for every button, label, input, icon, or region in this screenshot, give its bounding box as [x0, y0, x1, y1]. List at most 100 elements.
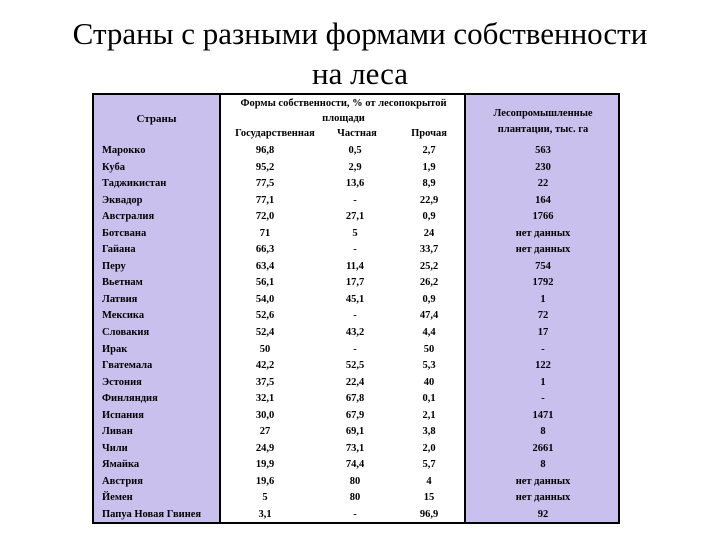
cell-country: Испания	[102, 409, 144, 421]
table-row: Папуа Новая Гвинея 3,1 - 96,9 92	[0, 507, 720, 524]
table-row: Марокко 96,8 0,5 2,7 563	[0, 143, 720, 160]
table-row: Гватемала 42,2 52,5 5,3 122	[0, 358, 720, 375]
table-row: Ботсвана 71 5 24 нет данных	[0, 226, 720, 243]
cell-plantations: 1471	[532, 409, 554, 421]
cell-state: 66,3	[255, 244, 275, 256]
table-row: Чили 24,9 73,1 2,0 2661	[0, 441, 720, 458]
cell-plantations: нет данных	[515, 244, 571, 256]
cell-private: 27,1	[345, 211, 365, 223]
cell-state: 77,1	[255, 194, 275, 206]
cell-plantations: 17	[537, 327, 549, 339]
table-row: Куба 95,2 2,9 1,9 230	[0, 160, 720, 177]
cell-other: 5,7	[422, 459, 436, 471]
cell-private: 0,5	[348, 145, 362, 156]
cell-plantations: -	[541, 393, 545, 405]
cell-country: Австралия	[102, 211, 155, 223]
cell-country: Австрия	[102, 475, 143, 487]
cell-plantations: 72	[537, 310, 549, 322]
cell-other: 3,8	[422, 426, 436, 438]
cell-other: 33,7	[419, 244, 439, 256]
cell-other: 0,9	[422, 293, 436, 305]
cell-private: -	[353, 244, 357, 256]
title-line-1: Страны с разными формами собственности	[72, 16, 648, 51]
table-row: Эквадор 77,1 - 22,9 164	[0, 193, 720, 210]
cell-country: Вьетнам	[102, 277, 143, 289]
cell-country: Гайана	[102, 244, 136, 256]
cell-country: Гватемала	[102, 360, 153, 372]
cell-country: Марокко	[102, 145, 146, 156]
subheader-private: Частная	[337, 128, 377, 139]
cell-private: 80	[349, 492, 361, 504]
cell-other: 24	[423, 227, 435, 239]
cell-private: 74,4	[345, 459, 365, 471]
cell-private: 5	[352, 227, 358, 239]
cell-country: Куба	[102, 161, 125, 173]
cell-plantations: 754	[535, 260, 551, 272]
cell-plantations: 1792	[532, 277, 554, 289]
countries-column-panel	[92, 93, 221, 524]
header-ownership-forms: Формы собственности, % от лесопокрытой п…	[240, 98, 447, 124]
cell-state: 24,9	[255, 442, 275, 454]
table-row: Эстония 37,5 22,4 40 1	[0, 375, 720, 392]
cell-state: 42,2	[255, 360, 275, 372]
cell-country: Эквадор	[102, 194, 143, 206]
cell-state: 30,0	[255, 409, 275, 421]
cell-state: 72,0	[255, 211, 275, 223]
cell-country: Ямайка	[102, 459, 140, 471]
cell-private: 73,1	[345, 442, 365, 454]
cell-private: 22,4	[345, 376, 365, 388]
cell-other: 8,9	[422, 178, 436, 190]
table-row: Ирак 50 - 50 -	[0, 342, 720, 359]
header-countries: Страны	[136, 113, 177, 125]
cell-plantations: нет данных	[515, 475, 571, 487]
cell-other: 22,9	[419, 194, 439, 206]
cell-plantations: нет данных	[515, 227, 571, 239]
table-body: Марокко 96,8 0,5 2,7 563 Куба 95,2 2,9 1,9 230 Тад…	[0, 143, 720, 524]
table-row: Мексика 52,6 - 47,4 72	[0, 308, 720, 325]
cell-plantations: 1	[540, 293, 546, 305]
cell-other: 25,2	[419, 260, 439, 272]
cell-other: 96,9	[419, 509, 439, 521]
cell-private: 45,1	[345, 293, 365, 305]
cell-country: Йемен	[102, 492, 133, 504]
cell-state: 32,1	[255, 393, 275, 405]
cell-private: 13,6	[345, 178, 365, 190]
cell-private: 11,4	[346, 260, 364, 272]
cell-private: 67,8	[345, 393, 365, 405]
subheader-state: Государственная	[235, 128, 315, 139]
cell-state: 63,4	[255, 260, 275, 272]
cell-country: Таджикистан	[102, 178, 167, 190]
cell-other: 2,1	[422, 409, 436, 421]
cell-private: -	[353, 343, 357, 355]
cell-other: 4,4	[422, 327, 436, 339]
cell-other: 15	[423, 492, 435, 504]
table-row: Австрия 19,6 80 4 нет данных	[0, 474, 720, 491]
cell-state: 95,2	[255, 161, 275, 173]
cell-other: 40	[423, 376, 435, 388]
cell-country: Ирак	[102, 343, 128, 355]
cell-plantations: 122	[535, 360, 551, 372]
cell-country: Чили	[102, 442, 128, 454]
cell-state: 96,8	[255, 145, 275, 156]
table-row: Словакия 52,4 43,2 4,4 17	[0, 325, 720, 342]
table-row: Ямайка 19,9 74,4 5,7 8	[0, 457, 720, 474]
cell-private: -	[353, 194, 357, 206]
cell-state: 3,1	[258, 509, 272, 521]
cell-country: Эстония	[102, 376, 142, 388]
table-row: Перу 63,4 11,4 25,2 754	[0, 259, 720, 276]
cell-other: 2,0	[422, 442, 436, 454]
cell-private: 2,9	[348, 161, 362, 173]
cell-state: 71	[259, 227, 271, 239]
table-row: Ливан 27 69,1 3,8 8	[0, 424, 720, 441]
cell-country: Латвия	[102, 293, 138, 305]
cell-other: 26,2	[419, 277, 439, 289]
cell-plantations: 230	[535, 161, 551, 173]
table-row: Австралия 72,0 27,1 0,9 1766	[0, 209, 720, 226]
cell-other: 4	[426, 475, 432, 487]
cell-plantations: 8	[540, 459, 546, 471]
cell-country: Папуа Новая Гвинея	[102, 509, 202, 521]
plantations-column-panel	[466, 93, 620, 524]
cell-other: 0,1	[422, 393, 436, 405]
cell-state: 37,5	[255, 376, 275, 388]
table-row: Финляндия 32,1 67,8 0,1 -	[0, 391, 720, 408]
